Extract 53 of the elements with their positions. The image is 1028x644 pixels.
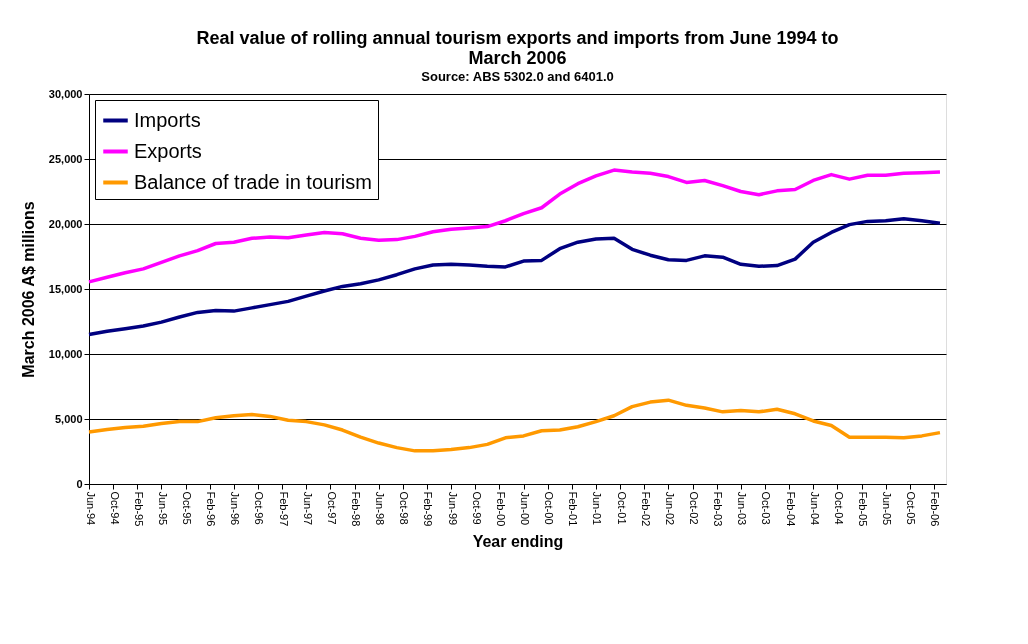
y-tick-label: 20,000 — [48, 217, 83, 230]
line-series — [87, 168, 942, 284]
y-tick-label: 10,000 — [48, 347, 83, 360]
x-tick-label: Oct-00 — [543, 491, 556, 525]
y-tick-label: 0 — [76, 477, 83, 490]
x-tick-label: Oct-04 — [832, 491, 845, 525]
x-tick-label: Jun-98 — [374, 491, 387, 526]
x-tick-label: Oct-01 — [615, 491, 628, 525]
chart-subtitle: Source: ABS 5302.0 and 6401.0 — [421, 69, 614, 84]
legend-label: Imports — [134, 108, 201, 131]
x-tick-label: Feb-02 — [639, 491, 652, 527]
x-tick-label: Jun-05 — [881, 491, 894, 526]
chart-title: Real value of rolling annual tourism exports and imports from June 1994 to March 2006 — [196, 28, 839, 68]
x-tick-label: Feb-98 — [350, 491, 363, 527]
x-tick-label: Oct-94 — [108, 491, 121, 525]
x-tick-label: Feb-03 — [712, 491, 725, 527]
x-tick-label: Jun-97 — [301, 491, 314, 526]
x-tick-label: Jun-03 — [736, 491, 749, 526]
x-tick-label: Feb-01 — [567, 491, 580, 527]
x-tick-label: Feb-05 — [857, 491, 870, 527]
legend-label: Balance of trade in tourism — [134, 170, 372, 193]
line-series — [87, 398, 942, 453]
y-tick-label: 5,000 — [54, 412, 83, 425]
x-tick-label: Feb-00 — [494, 491, 507, 527]
x-tick-label: Oct-98 — [398, 491, 411, 525]
y-tick-label: 25,000 — [48, 152, 83, 165]
x-tick-label: Oct-99 — [470, 491, 483, 525]
x-tick-label: Oct-95 — [181, 491, 194, 525]
x-tick-label: Jun-02 — [663, 491, 676, 526]
x-tick-label: Jun-95 — [156, 491, 169, 526]
line-series — [87, 217, 942, 337]
x-tick-label: Oct-05 — [905, 491, 918, 525]
y-tick-label: 15,000 — [48, 282, 83, 295]
x-tick-label: Oct-02 — [688, 491, 701, 525]
x-tick-label: Jun-96 — [229, 491, 242, 526]
x-tick-label: Feb-06 — [929, 491, 942, 527]
legend-label: Exports — [134, 139, 202, 162]
x-tick-label: Feb-95 — [132, 491, 145, 527]
x-tick-label: Jun-94 — [84, 491, 97, 526]
x-tick-label: Oct-97 — [325, 491, 338, 525]
x-tick-label: Oct-03 — [760, 491, 773, 525]
x-tick-label: Feb-97 — [277, 491, 290, 527]
x-axis-title: Year ending — [472, 533, 564, 551]
x-tick-label: Feb-99 — [422, 491, 435, 527]
x-tick-label: Jun-00 — [519, 491, 532, 526]
x-tick-label: Feb-96 — [205, 491, 218, 527]
x-tick-label: Jun-01 — [591, 491, 604, 526]
x-tick-label: Jun-04 — [808, 491, 821, 526]
x-tick-label: Feb-04 — [784, 491, 797, 527]
x-tick-label: Oct-96 — [253, 491, 266, 525]
y-tick-label: 30,000 — [48, 87, 83, 100]
x-tick-label: Jun-99 — [446, 491, 459, 526]
y-axis-title: March 2006 A$ millions — [19, 201, 37, 378]
